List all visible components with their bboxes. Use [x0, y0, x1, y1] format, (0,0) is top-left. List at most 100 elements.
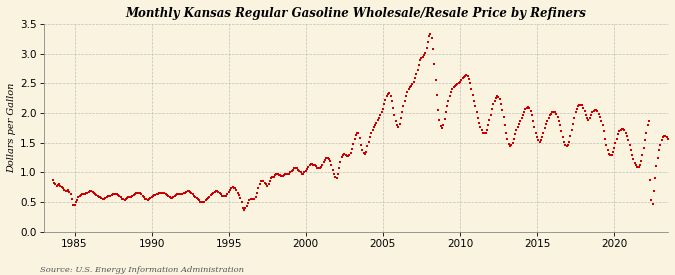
Point	[212, 189, 223, 194]
Point	[447, 86, 458, 91]
Point	[602, 148, 613, 153]
Point	[666, 133, 675, 138]
Point	[505, 144, 516, 148]
Point	[225, 188, 236, 192]
Point	[531, 130, 541, 135]
Point	[548, 110, 559, 114]
Point	[134, 191, 145, 196]
Point	[465, 81, 476, 86]
Point	[575, 103, 586, 107]
Point	[502, 137, 513, 141]
Point	[626, 148, 637, 153]
Point	[198, 200, 209, 204]
Point	[173, 192, 184, 197]
Point	[441, 104, 452, 109]
Point	[412, 67, 423, 72]
Point	[141, 197, 152, 201]
Point	[323, 157, 334, 162]
Point	[400, 98, 410, 103]
Point	[559, 140, 570, 144]
Point	[127, 194, 138, 198]
Point	[164, 195, 175, 200]
Point	[416, 56, 427, 60]
Point	[402, 89, 412, 94]
Point	[88, 191, 99, 195]
Point	[466, 86, 477, 91]
Point	[657, 135, 668, 140]
Point	[288, 168, 298, 172]
Point	[561, 144, 572, 148]
Point	[541, 122, 551, 127]
Point	[565, 134, 576, 138]
Point	[310, 164, 321, 169]
Point	[136, 192, 146, 197]
Point	[440, 110, 451, 115]
Point	[140, 196, 151, 201]
Point	[336, 155, 347, 159]
Point	[117, 196, 128, 201]
Point	[285, 170, 296, 175]
Point	[387, 106, 398, 110]
Point	[595, 114, 605, 119]
Point	[202, 196, 213, 200]
Point	[145, 196, 156, 200]
Point	[350, 133, 361, 137]
Point	[329, 172, 340, 177]
Point	[454, 79, 465, 84]
Point	[457, 76, 468, 80]
Point	[72, 197, 82, 202]
Point	[188, 193, 199, 198]
Point	[187, 192, 198, 197]
Point	[464, 77, 475, 81]
Point	[107, 193, 117, 197]
Point	[397, 110, 408, 115]
Point	[558, 135, 568, 140]
Point	[290, 166, 301, 170]
Point	[373, 116, 384, 120]
Point	[664, 136, 675, 141]
Point	[400, 94, 411, 98]
Point	[267, 175, 277, 179]
Point	[534, 139, 545, 144]
Point	[70, 200, 81, 204]
Point	[182, 189, 193, 194]
Point	[254, 182, 265, 186]
Point	[450, 84, 460, 89]
Point	[49, 180, 59, 185]
Point	[292, 166, 302, 170]
Point	[424, 34, 435, 38]
Point	[107, 192, 118, 197]
Point	[226, 186, 237, 191]
Point	[619, 128, 630, 133]
Point	[219, 194, 230, 198]
Point	[643, 119, 654, 123]
Point	[353, 131, 364, 135]
Point	[578, 106, 589, 110]
Point	[73, 195, 84, 200]
Point	[404, 85, 415, 89]
Point	[392, 123, 402, 128]
Point	[327, 168, 338, 172]
Point	[356, 142, 367, 147]
Point	[608, 150, 618, 155]
Point	[360, 152, 371, 156]
Point	[533, 138, 543, 142]
Point	[313, 166, 324, 170]
Point	[346, 151, 356, 155]
Point	[168, 195, 179, 200]
Point	[537, 135, 547, 140]
Point	[54, 182, 65, 186]
Point	[562, 142, 573, 147]
Point	[545, 113, 556, 118]
Point	[236, 199, 247, 204]
Point	[53, 183, 63, 187]
Point	[273, 173, 284, 177]
Point	[61, 189, 72, 193]
Point	[335, 160, 346, 164]
Point	[262, 184, 273, 188]
Point	[68, 202, 78, 207]
Point	[174, 192, 185, 197]
Point	[423, 40, 433, 44]
Point	[586, 112, 597, 117]
Point	[437, 126, 448, 130]
